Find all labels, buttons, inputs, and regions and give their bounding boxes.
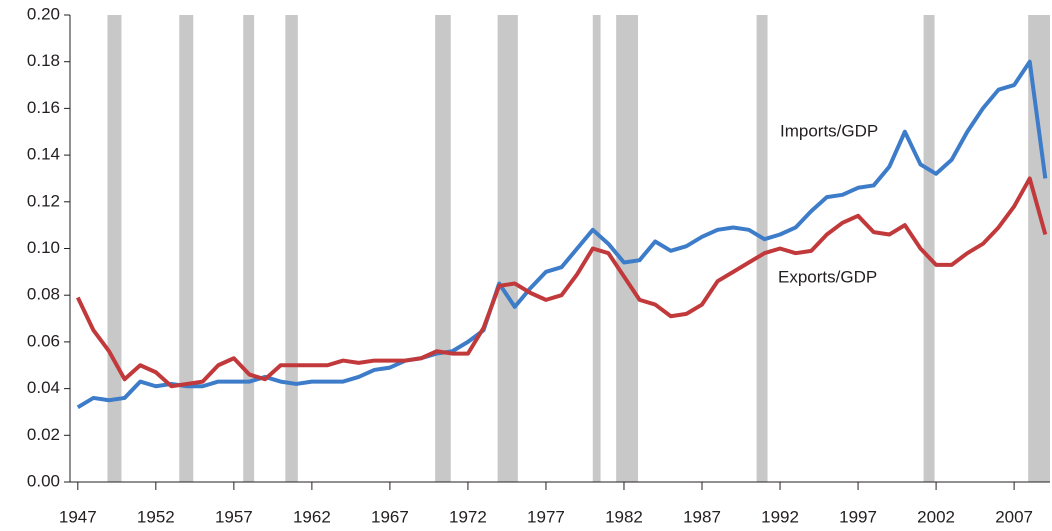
y-tick-label: 0.20 [27,4,60,23]
series-line [76,59,1048,409]
y-tick-label: 0.14 [27,145,60,164]
y-tick-label: 0.10 [27,238,60,257]
x-tick-label: 1962 [293,507,331,526]
recession-band [756,15,768,482]
x-tick-label: 2002 [917,507,955,526]
y-tick-label: 0.00 [27,471,60,490]
recession-band [923,15,935,482]
x-tick-label: 1947 [59,507,97,526]
y-tick-label: 0.02 [27,425,60,444]
x-tick-label: 2007 [995,507,1033,526]
x-tick-label: 1982 [605,507,643,526]
recession-band [243,15,255,482]
y-tick-label: 0.04 [27,378,60,397]
x-tick-label: 1977 [527,507,565,526]
recession-band [497,15,518,482]
recession-band [285,15,298,482]
x-tick-label: 1992 [761,507,799,526]
y-tick-label: 0.06 [27,331,60,350]
series-line [75,176,1048,389]
recession-band [435,15,451,482]
recession-band [107,15,122,482]
y-tick-label: 0.08 [27,285,60,304]
x-tick-label: 1967 [371,507,409,526]
series-label: Exports/GDP [778,267,877,286]
recession-band [179,15,194,482]
x-tick-label: 1957 [215,507,253,526]
x-tick-label: 1987 [683,507,721,526]
y-tick-label: 0.16 [27,98,60,117]
recession-band [1028,15,1050,482]
series-label: Imports/GDP [780,121,878,140]
recession-band [616,15,639,482]
x-tick-label: 1997 [839,507,877,526]
y-tick-label: 0.12 [27,191,60,210]
y-tick-label: 0.18 [27,51,60,70]
x-tick-label: 1952 [137,507,175,526]
x-tick-label: 1972 [449,507,487,526]
